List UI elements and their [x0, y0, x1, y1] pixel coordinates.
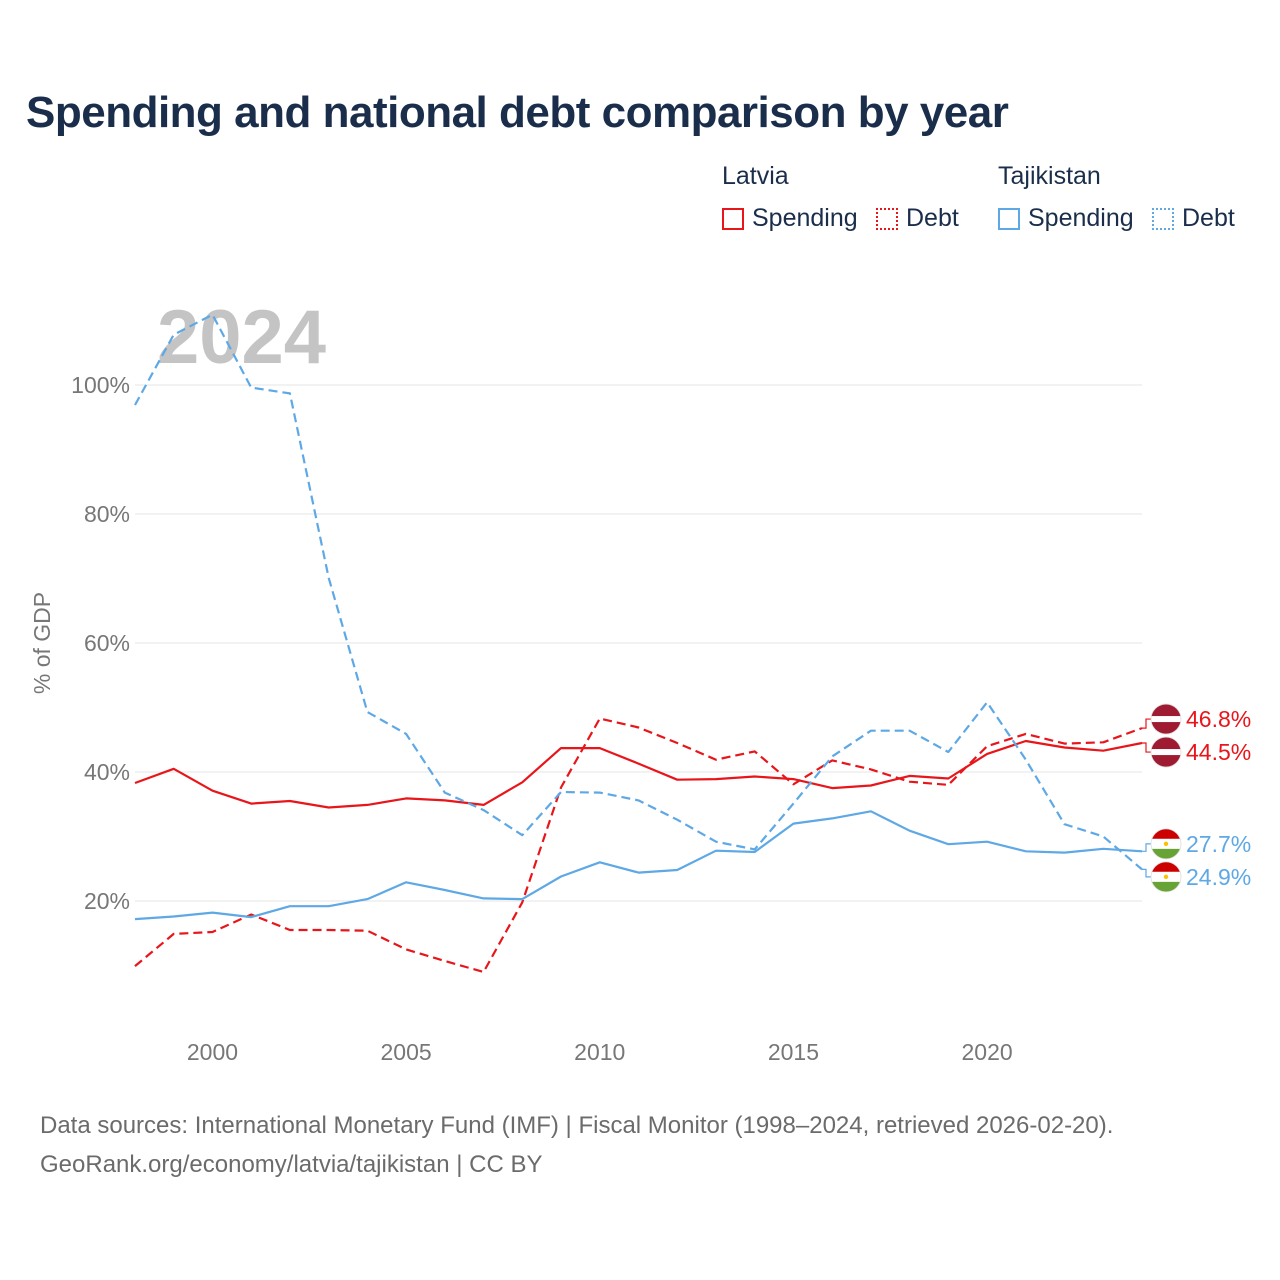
latvia-spending-end-label: 44.5%: [1142, 736, 1251, 768]
latvia-flag-icon: [1151, 704, 1181, 735]
tajikistan-debt-end-label: 24.9%: [1142, 861, 1251, 893]
latvia-flag-icon: [1151, 737, 1181, 768]
end-value-label: 27.7%: [1186, 831, 1251, 857]
y-tick-label: 40%: [84, 759, 130, 785]
legend-tajikistan-spending[interactable]: Spending: [998, 204, 1134, 233]
legend-label: Spending: [1028, 204, 1134, 232]
end-connector: [1142, 843, 1151, 852]
data-source: Data sources: International Monetary Fun…: [40, 1106, 1113, 1184]
end-connector: [1142, 742, 1151, 753]
y-tick-label: 60%: [84, 630, 130, 656]
source-line-1: Data sources: International Monetary Fun…: [40, 1112, 1114, 1139]
chart-title: Spending and national debt comparison by…: [26, 88, 1009, 137]
legend-label: Debt: [906, 204, 959, 232]
y-tick-label: 100%: [71, 372, 130, 398]
end-value-label: 44.5%: [1186, 739, 1251, 765]
legend-latvia-spending[interactable]: Spending: [722, 204, 858, 233]
x-axis-ticks: 2000 2005 2010 2015 2020: [187, 1039, 1013, 1065]
tajikistan-flag-icon: [1151, 861, 1181, 892]
y-tick-label: 20%: [84, 888, 130, 914]
y-axis-label: % of GDP: [29, 592, 55, 694]
legend-group-tajikistan: Tajikistan: [998, 162, 1101, 190]
x-tick-label: 2010: [574, 1039, 625, 1065]
end-labels: 46.8% 44.5% 27.7% 24.9%: [1142, 703, 1251, 893]
tajikistan-spending-line[interactable]: [134, 810, 1143, 921]
series-lines: [134, 313, 1143, 974]
latvia-debt-end-label: 46.8%: [1142, 703, 1251, 735]
gridlines: [135, 384, 1142, 902]
latvia-debt-line[interactable]: [134, 717, 1143, 974]
tajikistan-debt-line[interactable]: [134, 313, 1143, 871]
end-connector: [1142, 868, 1151, 878]
legend-tajikistan-debt[interactable]: Debt: [1152, 204, 1235, 233]
tajikistan-flag-icon: [1151, 828, 1181, 859]
x-tick-label: 2005: [381, 1039, 432, 1065]
legend-swatch-solid: [722, 207, 744, 230]
legend-group-latvia: Latvia: [722, 162, 789, 190]
legend-swatch-dotted: [876, 207, 898, 230]
legend-label: Spending: [752, 204, 858, 232]
legend-swatch-solid: [998, 207, 1020, 230]
end-value-label: 24.9%: [1186, 864, 1251, 890]
x-tick-label: 2020: [961, 1039, 1012, 1065]
year-watermark: 2024: [157, 295, 326, 380]
y-tick-label: 80%: [84, 501, 130, 527]
tajikistan-spending-end-label: 27.7%: [1142, 828, 1251, 860]
x-tick-label: 2015: [768, 1039, 819, 1065]
y-axis-ticks: 20% 40% 60% 80% 100%: [71, 372, 130, 914]
legend-label: Debt: [1182, 204, 1235, 232]
end-value-label: 46.8%: [1186, 706, 1251, 732]
legend-latvia-debt[interactable]: Debt: [876, 204, 959, 233]
x-tick-label: 2000: [187, 1039, 238, 1065]
source-line-2[interactable]: GeoRank.org/economy/latvia/tajikistan | …: [40, 1151, 543, 1178]
legend-swatch-dotted: [1152, 207, 1174, 230]
end-connector: [1142, 718, 1151, 729]
latvia-spending-line[interactable]: [134, 739, 1143, 809]
